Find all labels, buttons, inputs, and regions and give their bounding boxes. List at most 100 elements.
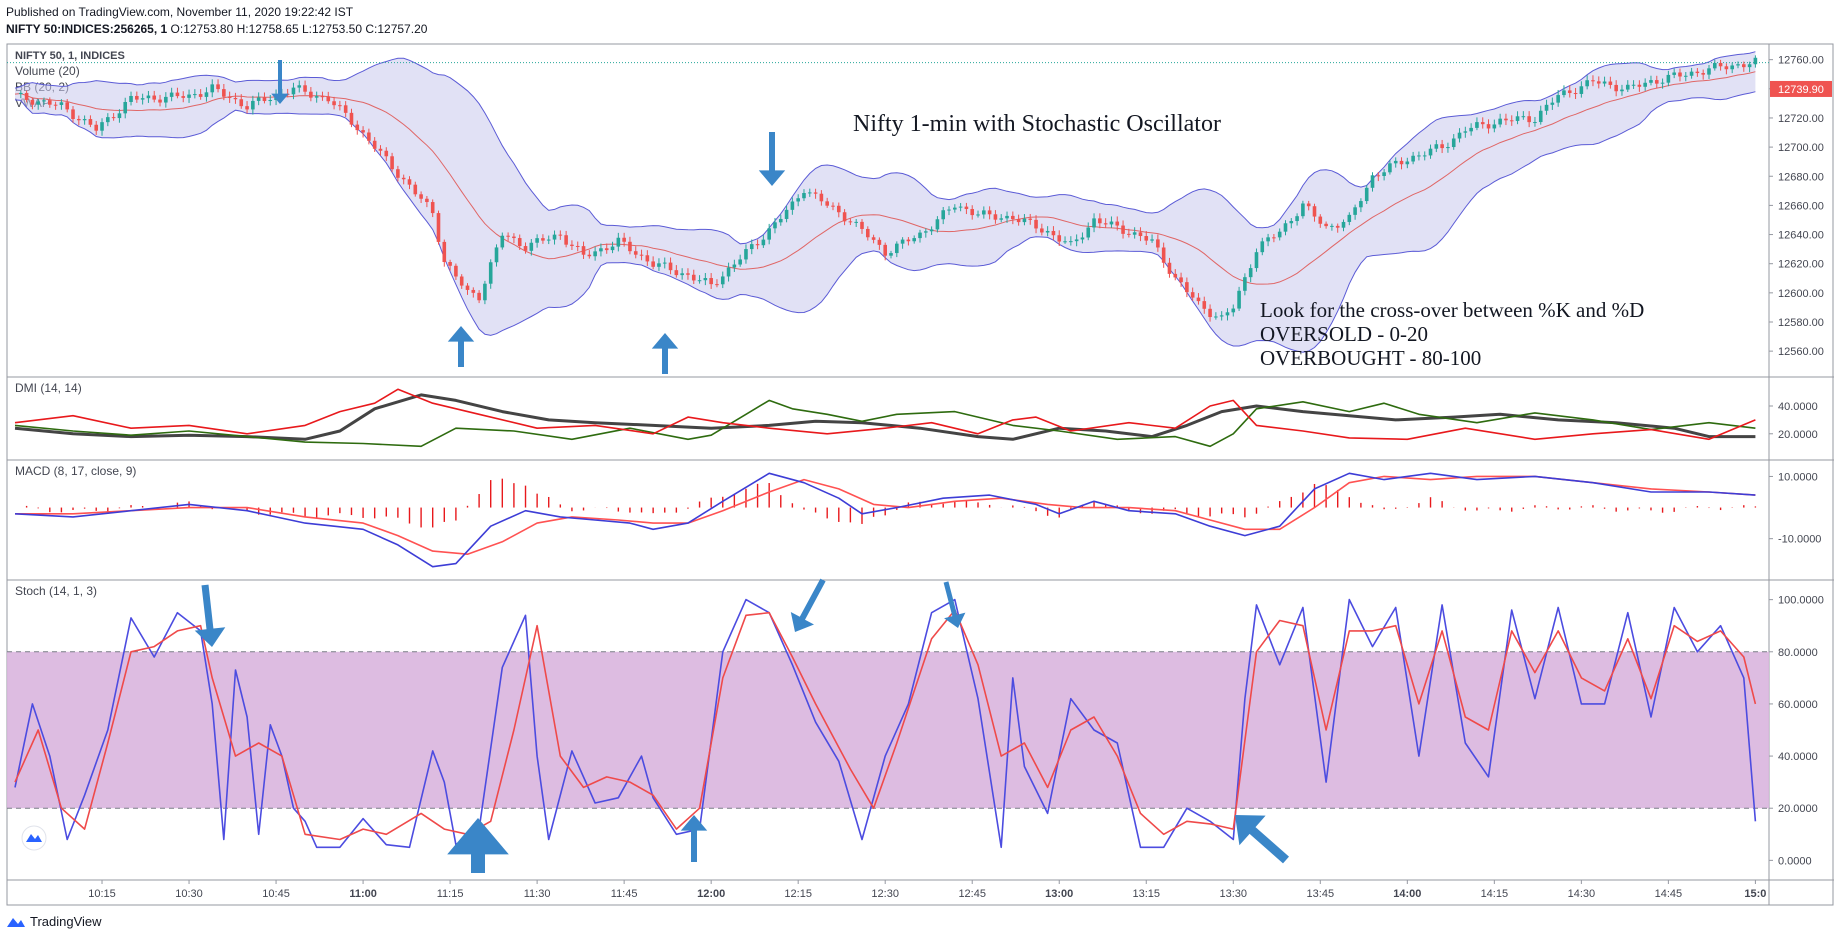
candle-body	[802, 193, 806, 199]
candle-body	[36, 101, 41, 105]
candle-body	[1498, 118, 1502, 125]
candle-body	[1295, 216, 1299, 222]
dmi-tick-label: 40.0000	[1778, 401, 1818, 413]
candle-body	[889, 253, 893, 256]
candle-body	[1289, 221, 1294, 224]
candle-body	[1312, 206, 1317, 217]
candle-body	[976, 214, 980, 216]
candle-body	[19, 92, 23, 95]
candle-body	[697, 280, 702, 282]
candle-body	[291, 87, 296, 95]
candle-body	[419, 194, 423, 199]
candle-body	[941, 210, 946, 220]
stoch-legend-0: Stoch (14, 1, 3)	[15, 584, 97, 598]
note-line-1: OVERSOLD - 0-20	[1260, 322, 1428, 346]
candle-body	[604, 248, 609, 251]
candle-body	[982, 210, 986, 215]
macd-tick-label: 10.0000	[1778, 471, 1818, 483]
candle-body	[953, 207, 957, 210]
candle-body	[1353, 207, 1357, 215]
candle-body	[657, 263, 661, 267]
candle-body	[106, 117, 110, 123]
candle-body	[813, 192, 818, 194]
brand-label: TradingView	[30, 914, 102, 929]
candle-body	[1521, 116, 1526, 118]
candle-body	[1446, 147, 1450, 149]
candle-body	[987, 210, 992, 215]
candle-body	[1683, 75, 1688, 77]
candle-body	[77, 119, 81, 121]
candle-body	[1225, 312, 1230, 316]
candle-body	[1405, 161, 1410, 165]
candle-body	[622, 237, 626, 242]
candle-body	[1602, 81, 1607, 84]
candle-body	[164, 96, 168, 103]
candle-body	[401, 177, 406, 180]
candle-body	[831, 205, 835, 207]
candle-body	[877, 239, 882, 245]
candle-body	[662, 262, 667, 264]
candle-body	[854, 221, 858, 223]
arrow-down-icon	[271, 60, 289, 104]
candle-body	[245, 106, 249, 110]
candle-body	[935, 219, 940, 230]
candle-body	[1411, 155, 1415, 162]
candle-body	[1277, 231, 1282, 238]
dmi-tick-label: 20.0000	[1778, 429, 1818, 441]
candle-body	[587, 254, 592, 257]
candle-body	[1318, 216, 1323, 224]
candle-body	[1585, 80, 1589, 87]
candle-body	[1625, 84, 1630, 90]
candle-body	[1167, 262, 1172, 274]
candle-body	[303, 85, 307, 92]
candle-body	[82, 119, 87, 121]
time-tick-label: 12:30	[871, 888, 899, 900]
price-tick-label: 12620.00	[1778, 259, 1824, 271]
candle-body	[1701, 73, 1705, 75]
candle-body	[1533, 122, 1537, 124]
candle-body	[1040, 228, 1044, 233]
candle-body	[1515, 116, 1520, 121]
candle-body	[860, 221, 864, 229]
price-legend-0: NIFTY 50, 1, INDICES	[15, 50, 125, 62]
candle-body	[883, 244, 887, 256]
candle-body	[1150, 239, 1154, 241]
candle-body	[320, 96, 325, 98]
candle-body	[1620, 89, 1624, 92]
candle-body	[204, 92, 209, 97]
candle-body	[906, 239, 911, 242]
candle-body	[918, 232, 922, 239]
time-tick-label: 11:45	[611, 888, 638, 900]
candle-body	[1098, 218, 1102, 224]
candle-body	[1654, 80, 1659, 84]
candle-body	[842, 212, 847, 222]
candle-body	[871, 237, 876, 240]
candle-body	[181, 96, 186, 98]
candle-body	[958, 206, 963, 208]
plus-di-line	[14, 399, 1756, 448]
candle-body	[65, 102, 70, 110]
candle-body	[895, 243, 899, 254]
time-tick-label: 11:30	[524, 888, 551, 900]
candle-body	[616, 237, 621, 247]
candle-body	[1573, 93, 1578, 95]
candle-body	[1382, 172, 1386, 177]
candle-body	[372, 140, 377, 149]
candle-body	[326, 96, 331, 102]
candle-body	[1399, 160, 1404, 165]
candle-body	[535, 238, 539, 243]
candle-body	[1480, 122, 1485, 125]
candle-body	[1596, 81, 1601, 84]
candle-body	[773, 222, 777, 229]
candle-body	[1643, 82, 1647, 87]
tradingview-logo-icon	[7, 917, 25, 927]
candle-body	[1080, 237, 1085, 240]
candle-body	[30, 99, 35, 105]
candle-body	[1608, 81, 1613, 85]
tradingview-brand[interactable]: TradingView	[6, 914, 102, 929]
candle-body	[158, 99, 162, 103]
candle-body	[674, 270, 679, 276]
chart-frame	[6, 43, 1834, 906]
last-price-badge	[1770, 80, 1832, 97]
